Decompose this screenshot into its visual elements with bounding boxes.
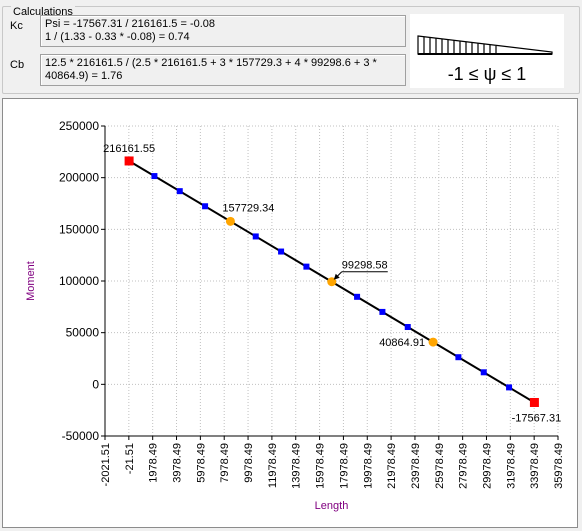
x-tick-label: 33978.49: [529, 443, 541, 489]
y-tick-label: 100000: [59, 274, 99, 288]
psi-range-text: -1 ≤ ψ ≤ 1: [448, 64, 527, 84]
segment-point-marker: [252, 233, 259, 240]
cb-label: Cb: [10, 59, 25, 71]
data-label: -17567.31: [512, 412, 562, 424]
x-tick-label: 13978.49: [291, 443, 303, 489]
end-point-marker: [529, 397, 539, 407]
kc-label: Kc: [10, 20, 23, 32]
moment-diagram-image: -1 ≤ ψ ≤ 1: [410, 14, 564, 88]
x-tick-label: 29978.49: [481, 443, 493, 489]
kc-formula-line-2: 1 / (1.33 - 0.33 * -0.08) = 0.74: [45, 31, 190, 43]
segment-point-marker: [176, 188, 183, 195]
x-tick-label: 23978.49: [410, 443, 422, 489]
x-tick-label: 3978.49: [172, 443, 184, 483]
moment-diagram-graphic: -1 ≤ ψ ≤ 1: [417, 35, 553, 84]
x-tick-label: 1978.49: [148, 443, 160, 483]
x-tick-label: 21978.49: [386, 443, 398, 489]
end-point-marker: [124, 156, 134, 166]
x-tick-label: 15978.49: [315, 443, 327, 489]
x-tick-label: 7978.49: [219, 443, 231, 483]
data-label: 216161.55: [103, 143, 155, 155]
moment-chart: -50000 0 50000 100000 150000 200000 250000 -202…: [25, 119, 565, 512]
x-axis-title: Length: [315, 500, 349, 512]
x-tick-label: -2021.51: [100, 443, 112, 486]
cb-formula-line-2: 40864.9) = 1.76: [45, 70, 123, 82]
y-tick-label: 150000: [59, 222, 99, 236]
x-tick-label: 19978.49: [362, 443, 374, 489]
y-tick-label: 200000: [59, 171, 99, 185]
data-label: 99298.58: [342, 260, 388, 272]
x-tick-label: 17978.49: [338, 443, 350, 489]
x-tick-label: 31978.49: [505, 443, 517, 489]
segment-point-marker: [278, 248, 285, 255]
y-axis-title: Moment: [25, 261, 37, 301]
segment-point-marker: [202, 203, 209, 210]
x-tick-label: 5978.49: [195, 443, 207, 483]
segment-point-marker: [480, 369, 487, 376]
segment-point-marker: [455, 354, 462, 361]
moment-chart-panel: -50000 0 50000 100000 150000 200000 250000 -202…: [2, 98, 578, 528]
data-label: 157729.34: [222, 202, 274, 214]
y-tick-label: -50000: [62, 429, 100, 443]
x-tick-label: 25978.49: [434, 443, 446, 489]
annotation-arrowhead: [333, 273, 340, 280]
y-tick-label: 0: [92, 377, 99, 391]
segment-point-marker: [379, 308, 386, 315]
cb-formula-box: 12.5 * 216161.5 / (2.5 * 216161.5 + 3 * …: [40, 54, 406, 86]
y-tick-label: 50000: [66, 326, 100, 340]
segment-point-marker: [303, 263, 310, 270]
y-tick-label: 250000: [59, 119, 99, 133]
quarter-point-marker: [225, 216, 235, 226]
x-tick-label: 11978.49: [267, 443, 279, 488]
kc-formula-box: Psi = -17567.31 / 216161.5 = -0.08 1 / (…: [40, 15, 406, 47]
kc-formula-line-1: Psi = -17567.31 / 216161.5 = -0.08: [45, 18, 216, 30]
x-tick-label: 9978.49: [243, 443, 255, 483]
cb-formula-line-1: 12.5 * 216161.5 / (2.5 * 216161.5 + 3 * …: [45, 57, 377, 69]
x-tick-label: -21.51: [124, 443, 136, 474]
data-label: 40864.91: [379, 337, 425, 349]
segment-point-marker: [151, 173, 158, 180]
segment-point-marker: [354, 293, 361, 300]
x-tick-label: 27978.49: [458, 443, 470, 489]
segment-point-marker: [404, 324, 411, 331]
quarter-point-marker: [428, 337, 438, 347]
segment-point-marker: [506, 384, 513, 391]
x-tick-label: 35978.49: [553, 443, 565, 489]
